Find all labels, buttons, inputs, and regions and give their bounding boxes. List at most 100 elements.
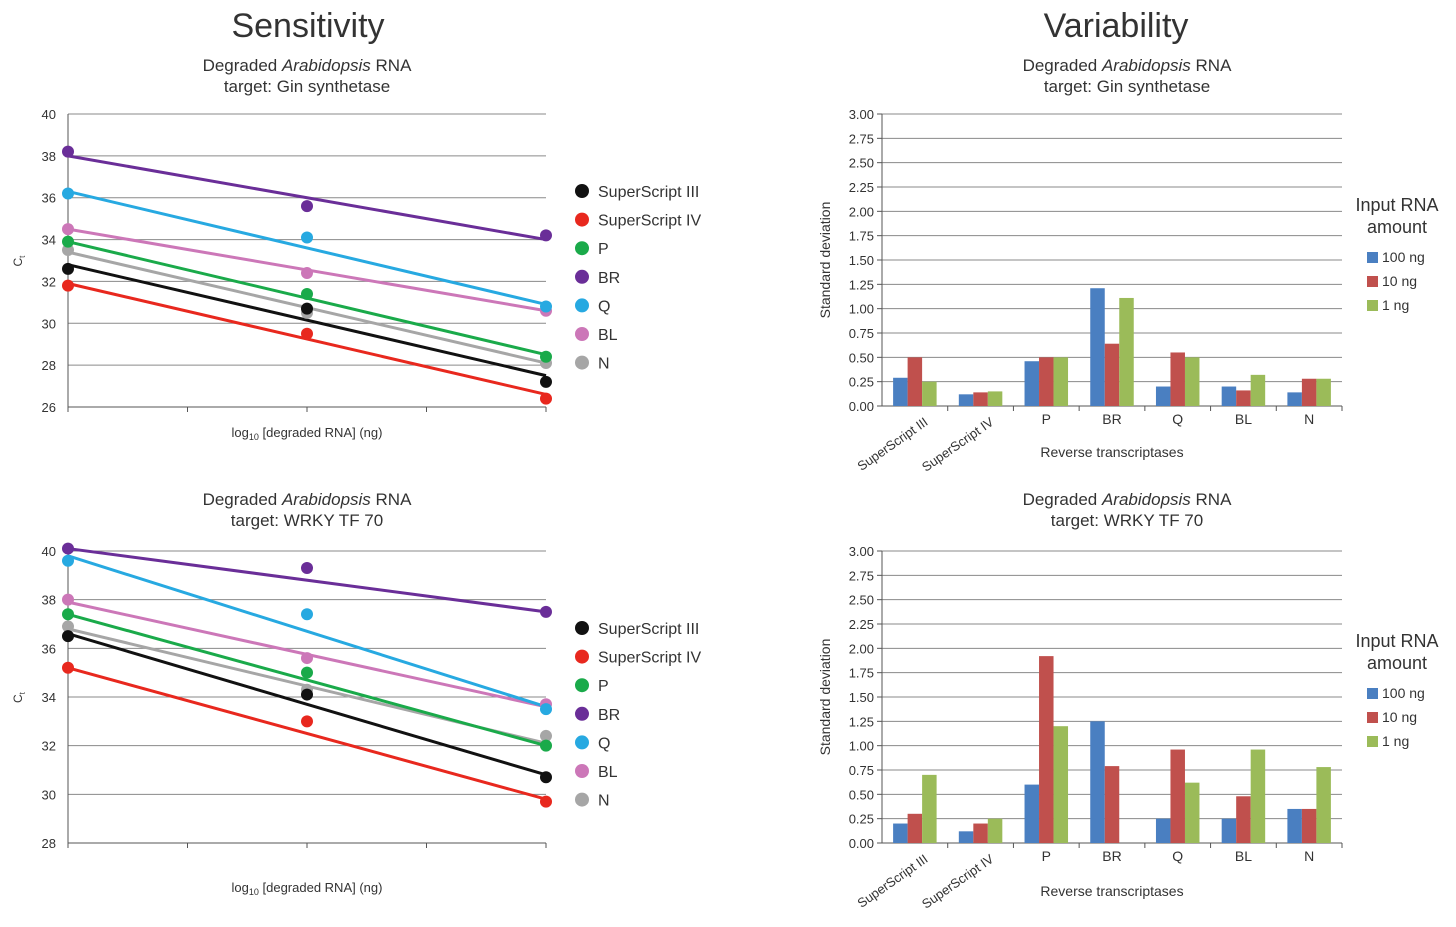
data-point — [301, 608, 313, 621]
x-axis-label: log10 [degraded RNA] (ng) — [232, 425, 383, 442]
legend-label: BL — [598, 327, 618, 344]
category-label: N — [1304, 411, 1314, 427]
data-point — [540, 771, 552, 784]
category-label: SuperScript III — [854, 414, 930, 474]
legend-label: 100 ng — [1382, 685, 1425, 701]
bar — [1287, 392, 1302, 406]
bar — [1316, 378, 1331, 406]
y-tick-label: 40 — [42, 107, 56, 122]
bar — [1287, 808, 1302, 843]
legend-swatch — [1367, 300, 1378, 311]
bar — [1155, 386, 1171, 406]
bar — [1053, 357, 1069, 406]
data-point — [301, 200, 313, 213]
data-point — [62, 593, 74, 606]
y-tick-label: 1.25 — [849, 277, 874, 292]
y-tick-label: 0.00 — [849, 836, 874, 851]
legend-swatch — [1367, 276, 1378, 287]
bar — [893, 823, 908, 843]
y-tick-label: 2.25 — [849, 617, 874, 632]
sensitivity-title-2-line1: Degraded Arabidopsis RNA — [203, 490, 412, 509]
y-tick-label: 38 — [42, 593, 56, 608]
data-point — [540, 703, 552, 716]
y-tick-label: 32 — [42, 739, 56, 754]
y-tick-label: 2.00 — [849, 204, 874, 219]
legend-label: Q — [598, 298, 610, 315]
legend-marker — [575, 269, 589, 284]
bar — [1104, 766, 1120, 843]
bar — [958, 394, 974, 406]
data-point — [301, 652, 313, 665]
bar — [987, 391, 1003, 406]
category-label: BR — [1102, 848, 1121, 864]
y-tick-label: 28 — [42, 836, 56, 851]
bar — [922, 381, 937, 406]
legend-marker — [575, 792, 589, 807]
data-point — [301, 287, 313, 300]
bar — [1039, 656, 1054, 843]
data-point — [62, 620, 74, 633]
data-point — [301, 267, 313, 280]
sensitivity-title-1-line2: target: Gin synthetase — [224, 77, 390, 96]
data-point — [62, 244, 74, 257]
legend-label: BL — [598, 764, 618, 781]
y-tick-label: 38 — [42, 149, 56, 164]
y-tick-label: 36 — [42, 641, 56, 656]
y-tick-label: 36 — [42, 191, 56, 206]
legend-marker — [575, 764, 589, 778]
legend-label: Q — [598, 735, 610, 752]
bar — [1170, 749, 1185, 843]
legend-label: 10 ng — [1382, 273, 1417, 289]
sensitivity-title-1-line1: Degraded Arabidopsis RNA — [203, 56, 412, 75]
legend-marker — [575, 621, 589, 635]
y-tick-label: 34 — [42, 690, 56, 705]
data-point — [540, 739, 552, 752]
legend-marker — [575, 649, 589, 664]
y-tick-label: 3.00 — [849, 107, 874, 122]
variability-title-1-line2: target: Gin synthetase — [1044, 77, 1210, 96]
legend-marker — [575, 735, 589, 750]
sensitivity-chart-1: 26 28 30 32 34 36 38 40 Ct log10 [degraded RNA] (… — [11, 107, 701, 442]
legend-label: BR — [598, 270, 620, 287]
y-tick-label: 1.50 — [849, 690, 874, 705]
y-tick-label: 0.75 — [849, 763, 874, 778]
bar — [922, 774, 937, 843]
bar — [1039, 357, 1054, 406]
data-point — [301, 327, 313, 340]
bar — [1301, 808, 1317, 843]
legend-label: 1 ng — [1382, 297, 1409, 313]
category-label: SuperScript IV — [919, 851, 997, 912]
bar — [1316, 767, 1331, 843]
legend-marker — [575, 327, 589, 341]
variability-title-2-line2: target: WRKY TF 70 — [1051, 511, 1203, 530]
y-tick-label: 26 — [42, 400, 56, 415]
bar — [1236, 390, 1251, 406]
variability-chart-1: 0.00 0.25 0.50 0.75 1.00 1.25 1.50 1.75 2.00 2.25… — [817, 107, 1439, 475]
y-tick-label: 2.50 — [849, 156, 874, 171]
bar — [1250, 374, 1266, 406]
y-tick-label: 2.00 — [849, 641, 874, 656]
y-axis-label: Ct — [11, 255, 27, 267]
legend-label: P — [598, 241, 609, 258]
category-label: N — [1304, 848, 1314, 864]
bar — [1024, 784, 1040, 843]
data-point — [540, 350, 552, 363]
bar — [893, 377, 908, 406]
legend-label: SuperScript IV — [598, 213, 701, 230]
y-axis-label: Standard deviation — [817, 202, 833, 319]
bar — [973, 823, 988, 843]
legend-marker — [575, 212, 589, 227]
y-tick-label: 1.00 — [849, 739, 874, 754]
bar — [1301, 378, 1317, 406]
legend-label: BR — [598, 707, 620, 724]
data-point — [301, 715, 313, 728]
data-point — [62, 145, 74, 158]
legend-title: Input RNA — [1355, 195, 1438, 215]
legend-label: SuperScript III — [598, 184, 699, 201]
bar — [1119, 297, 1134, 406]
legend-swatch — [1367, 712, 1378, 723]
legend-title: amount — [1367, 217, 1427, 237]
x-axis-label: log10 [degraded RNA] (ng) — [232, 880, 383, 897]
legend-label: N — [598, 356, 610, 373]
y-tick-label: 30 — [42, 787, 56, 802]
